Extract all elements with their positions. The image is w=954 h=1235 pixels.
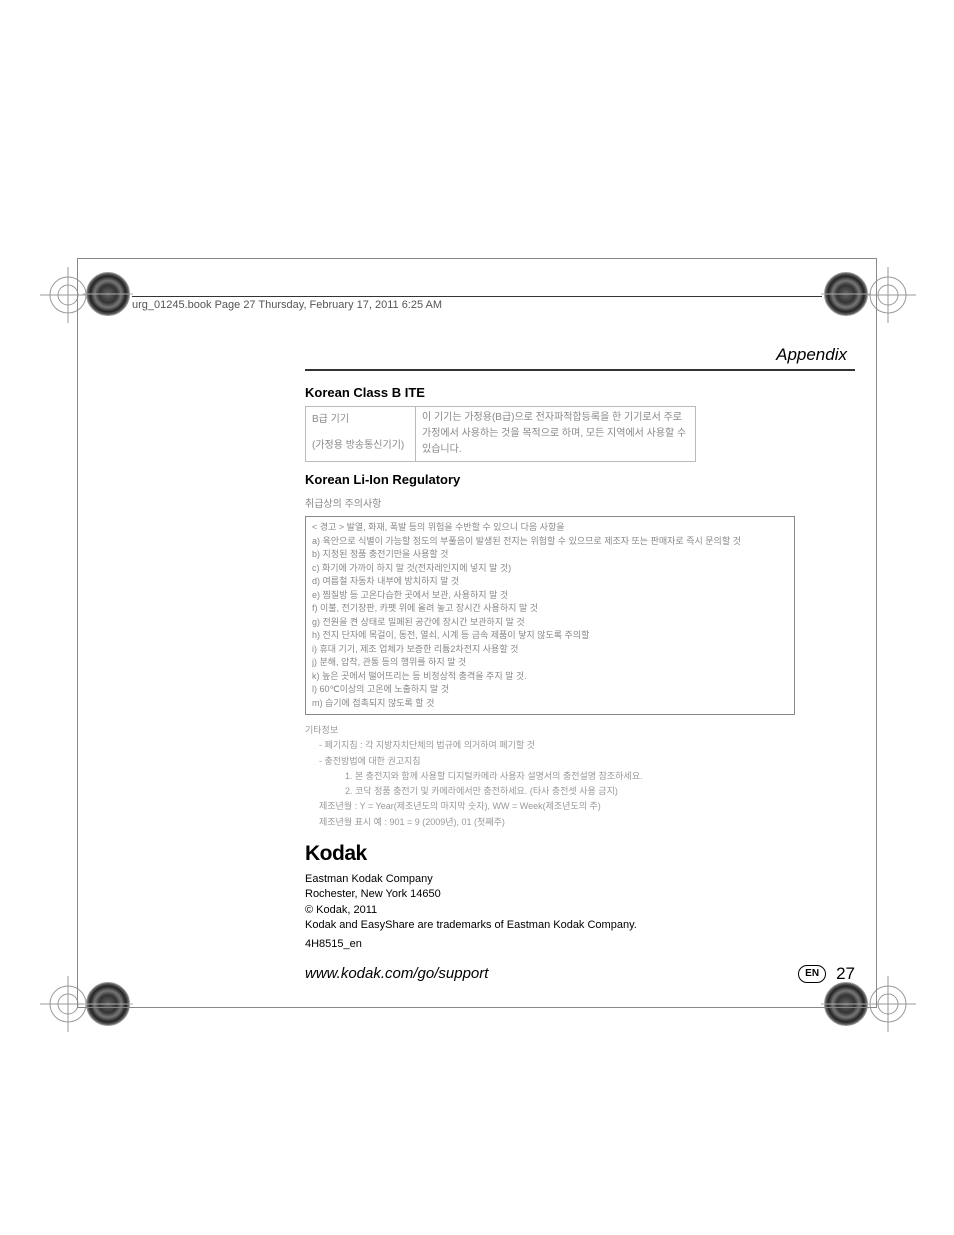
warning-line: f) 이불, 전기장판, 카펫 위에 올려 놓고 장시간 사용하지 말 것 (312, 602, 788, 616)
lang-badge: EN (798, 965, 826, 983)
appendix-title: Appendix (305, 345, 855, 365)
extra-subline: 1. 본 충전지와 함께 사용할 디지털카메라 사용자 설명서의 충전설명 참조… (305, 769, 855, 784)
classb-col1: B급 기기 (가정용 방송통신기기) (306, 407, 416, 462)
section-heading-classb: Korean Class B ITE (305, 385, 855, 400)
classb-col1-line1: B급 기기 (312, 414, 349, 425)
company-trademark: Kodak and EasyShare are trademarks of Ea… (305, 918, 855, 933)
extra-title: 기타정보 (305, 723, 855, 738)
section-heading-liion: Korean Li-Ion Regulatory (305, 472, 855, 487)
warning-line: a) 육안으로 식별이 가능할 정도의 부풀음이 발생된 전지는 위험할 수 있… (312, 535, 788, 549)
mfg-line: 제조년월 : Y = Year(제조년도의 마지막 숫자), WW = Week… (305, 799, 855, 814)
part-number: 4H8515_en (305, 938, 855, 950)
company-info: Eastman Kodak Company Rochester, New Yor… (305, 872, 855, 934)
page-number: 27 (836, 964, 855, 984)
extra-line: - 폐기지침 : 각 지방자치단체의 법규에 의거하여 폐기할 것 (305, 738, 855, 753)
warning-line: < 경고 > 발열, 화재, 폭발 등의 위험을 수반할 수 있으니 다음 사항… (312, 521, 788, 535)
classb-col1-line2: (가정용 방송통신기기) (312, 440, 404, 451)
warning-line: j) 분해, 압착, 관통 등의 행위를 하지 말 것 (312, 656, 788, 670)
title-rule (305, 369, 855, 371)
warning-line: b) 지정된 정품 충전기만을 사용할 것 (312, 548, 788, 562)
warning-line: d) 여름철 자동차 내부에 방치하지 말 것 (312, 575, 788, 589)
footer-right: EN 27 (798, 964, 855, 984)
warning-line: m) 습기에 접촉되지 않도록 할 것 (312, 697, 788, 711)
company-copyright: © Kodak, 2011 (305, 903, 855, 918)
print-header-stamp: urg_01245.book Page 27 Thursday, Februar… (132, 296, 822, 311)
warning-line: h) 전지 단자에 목걸이, 동전, 열쇠, 시계 등 금속 제품이 닿지 않도… (312, 629, 788, 643)
liion-subtitle: 취급상의 주의사항 (305, 495, 855, 510)
footer-url: www.kodak.com/go/support (305, 965, 488, 982)
classb-table: B급 기기 (가정용 방송통신기기) 이 기기는 가정용(B급)으로 전자파적합… (305, 406, 696, 462)
company-address: Rochester, New York 14650 (305, 887, 855, 902)
extra-line: - 충전방법에 대한 권고지침 (305, 754, 855, 769)
warning-line: l) 60℃이상의 고온에 노출하지 말 것 (312, 683, 788, 697)
warning-line: k) 높은 곳에서 떨어뜨리는 등 비정상적 충격을 주지 말 것. (312, 670, 788, 684)
extra-info-block: 기타정보 - 폐기지침 : 각 지방자치단체의 법규에 의거하여 폐기할 것 -… (305, 723, 855, 830)
classb-col2: 이 기기는 가정용(B급)으로 전자파적합등록을 한 기기로서 주로 가정에서 … (416, 407, 696, 462)
page-content: Appendix Korean Class B ITE B급 기기 (가정용 방… (305, 345, 855, 984)
mfg-line: 제조년월 표시 예 : 901 = 9 (2009년), 01 (첫째주) (305, 815, 855, 830)
extra-subline: 2. 코닥 정품 충전기 및 카메라에서만 충전하세요. (타사 충전셋 사용 … (305, 784, 855, 799)
warning-line: i) 휴대 기기, 제조 업체가 보증한 리튬2차전지 사용할 것 (312, 643, 788, 657)
company-name: Eastman Kodak Company (305, 872, 855, 887)
liion-warning-box: < 경고 > 발열, 화재, 폭발 등의 위험을 수반할 수 있으니 다음 사항… (305, 516, 795, 715)
kodak-logo: Kodak (305, 842, 855, 866)
warning-line: e) 찜질방 등 고온다습한 곳에서 보관, 사용하지 말 것 (312, 589, 788, 603)
page-footer: www.kodak.com/go/support EN 27 (305, 964, 855, 984)
warning-line: c) 화기에 가까이 하지 말 것(전자레인지에 넣지 말 것) (312, 562, 788, 576)
warning-line: g) 전원을 켠 상태로 밀폐된 공간에 장시간 보관하지 말 것 (312, 616, 788, 630)
